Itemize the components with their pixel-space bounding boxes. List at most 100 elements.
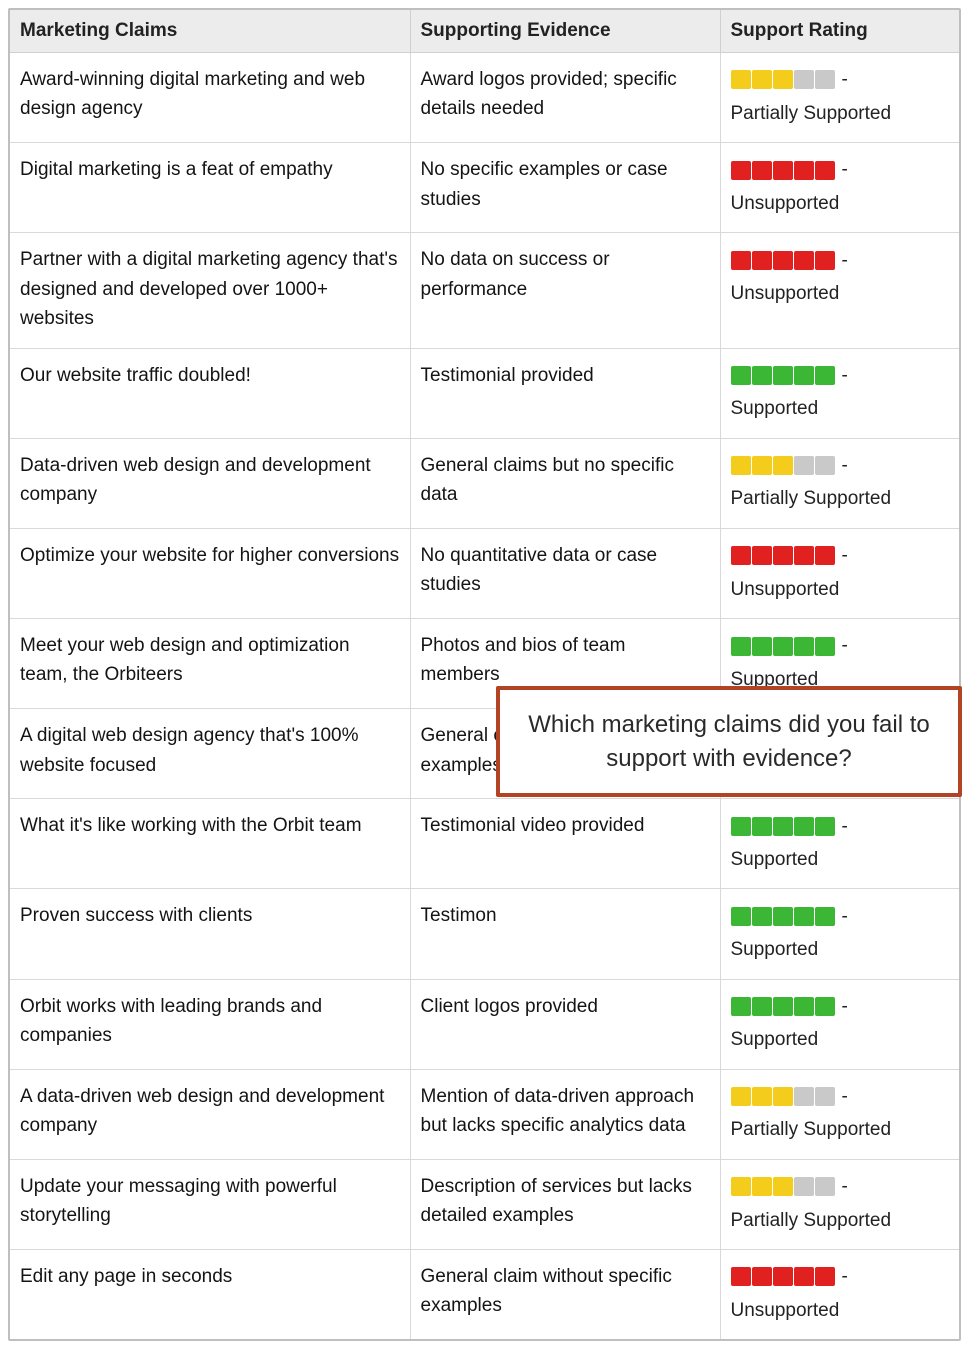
rating-segment-icon <box>815 251 835 270</box>
rating-label: Partially Supported <box>731 1206 950 1235</box>
rating-segment-icon <box>731 1087 751 1106</box>
cell-rating: -Unsupported <box>720 1250 959 1340</box>
table-row: Optimize your website for higher convers… <box>10 528 959 618</box>
rating-separator: - <box>842 992 848 1021</box>
rating-segment-icon <box>773 637 793 656</box>
rating-segment-icon <box>794 366 814 385</box>
rating-separator: - <box>842 65 848 94</box>
rating-segment-icon <box>752 70 772 89</box>
rating-segment-icon <box>773 161 793 180</box>
claims-table: Marketing Claims Supporting Evidence Sup… <box>10 10 959 1339</box>
cell-claim: Digital marketing is a feat of empathy <box>10 143 410 233</box>
table-row: Our website traffic doubled!Testimonial … <box>10 348 959 438</box>
rating-label: Supported <box>731 394 950 423</box>
rating-segment-icon <box>731 637 751 656</box>
cell-rating: - Partially Supported <box>720 1069 959 1159</box>
cell-rating: -Unsupported <box>720 528 959 618</box>
rating-segment-icon <box>815 997 835 1016</box>
table-row: Data-driven web design and development c… <box>10 438 959 528</box>
rating-separator: - <box>842 1172 848 1201</box>
table-header-row: Marketing Claims Supporting Evidence Sup… <box>10 10 959 53</box>
rating-segment-icon <box>752 456 772 475</box>
rating-label: Supported <box>731 845 950 874</box>
cell-evidence: General claim without specific examples <box>410 1250 720 1340</box>
cell-rating: -Supported <box>720 979 959 1069</box>
rating-segment-icon <box>773 997 793 1016</box>
rating-separator: - <box>842 1082 848 1111</box>
rating-segment-icon <box>794 546 814 565</box>
cell-rating: -Partially Supported <box>720 438 959 528</box>
table-row: Update your messaging with powerful stor… <box>10 1159 959 1249</box>
rating-segment-icon <box>752 637 772 656</box>
cell-rating: - Partially Supported <box>720 1159 959 1249</box>
rating-segment-icon <box>794 161 814 180</box>
rating-segment-icon <box>815 161 835 180</box>
rating-segment-icon <box>815 1087 835 1106</box>
rating-label: Partially Supported <box>731 1115 950 1144</box>
cell-rating: -Supported <box>720 348 959 438</box>
cell-claim: A digital web design agency that's 100% … <box>10 709 410 799</box>
rating-segment-icon <box>794 817 814 836</box>
cell-evidence: No quantitative data or case studies <box>410 528 720 618</box>
rating-segment-icon <box>731 1267 751 1286</box>
table-row: A data-driven web design and development… <box>10 1069 959 1159</box>
callout-text: Which marketing claims did you fail to s… <box>528 711 929 772</box>
rating-separator: - <box>842 631 848 660</box>
rating-segment-icon <box>773 1177 793 1196</box>
table-row: Digital marketing is a feat of empathyNo… <box>10 143 959 233</box>
rating-segment-icon <box>794 251 814 270</box>
rating-segment-icon <box>752 1087 772 1106</box>
rating-label: Supported <box>731 935 950 964</box>
cell-claim: Orbit works with leading brands and comp… <box>10 979 410 1069</box>
rating-separator: - <box>842 246 848 275</box>
rating-segment-icon <box>815 456 835 475</box>
table-row: Partner with a digital marketing agency … <box>10 233 959 348</box>
rating-segment-icon <box>752 817 772 836</box>
rating-segment-icon <box>752 907 772 926</box>
cell-claim: What it's like working with the Orbit te… <box>10 799 410 889</box>
rating-segment-icon <box>815 546 835 565</box>
col-header-claims: Marketing Claims <box>10 10 410 53</box>
table-row: Award-winning digital marketing and web … <box>10 53 959 143</box>
cell-claim: A data-driven web design and development… <box>10 1069 410 1159</box>
rating-segment-icon <box>731 997 751 1016</box>
cell-evidence: No data on success or performance <box>410 233 720 348</box>
cell-evidence: Testimonial video provided <box>410 799 720 889</box>
rating-segment-icon <box>815 1267 835 1286</box>
rating-separator: - <box>842 1262 848 1291</box>
cell-evidence: No specific examples or case studies <box>410 143 720 233</box>
rating-label: Unsupported <box>731 189 950 218</box>
rating-segment-icon <box>794 70 814 89</box>
rating-segment-icon <box>752 161 772 180</box>
table-row: Orbit works with leading brands and comp… <box>10 979 959 1069</box>
cell-evidence: Testimonial provided <box>410 348 720 438</box>
rating-segment-icon <box>815 366 835 385</box>
rating-segment-icon <box>731 161 751 180</box>
cell-evidence: Mention of data-driven approach but lack… <box>410 1069 720 1159</box>
table-frame: Marketing Claims Supporting Evidence Sup… <box>8 8 961 1341</box>
rating-segment-icon <box>752 1267 772 1286</box>
callout-box: Which marketing claims did you fail to s… <box>496 686 962 797</box>
cell-claim: Proven success with clients <box>10 889 410 979</box>
cell-evidence: Award logos provided; specific details n… <box>410 53 720 143</box>
rating-segment-icon <box>773 1087 793 1106</box>
rating-segment-icon <box>773 366 793 385</box>
rating-segment-icon <box>815 817 835 836</box>
rating-segment-icon <box>752 997 772 1016</box>
rating-segment-icon <box>794 637 814 656</box>
col-header-evidence: Supporting Evidence <box>410 10 720 53</box>
cell-evidence: Description of services but lacks detail… <box>410 1159 720 1249</box>
rating-segment-icon <box>815 637 835 656</box>
rating-segment-icon <box>794 1087 814 1106</box>
rating-segment-icon <box>773 907 793 926</box>
rating-label: Partially Supported <box>731 99 950 128</box>
rating-segment-icon <box>773 456 793 475</box>
rating-segment-icon <box>794 1177 814 1196</box>
cell-claim: Edit any page in seconds <box>10 1250 410 1340</box>
rating-segment-icon <box>731 251 751 270</box>
cell-claim: Our website traffic doubled! <box>10 348 410 438</box>
rating-segment-icon <box>731 907 751 926</box>
rating-segment-icon <box>731 546 751 565</box>
rating-segment-icon <box>731 70 751 89</box>
cell-rating: -Unsupported <box>720 143 959 233</box>
